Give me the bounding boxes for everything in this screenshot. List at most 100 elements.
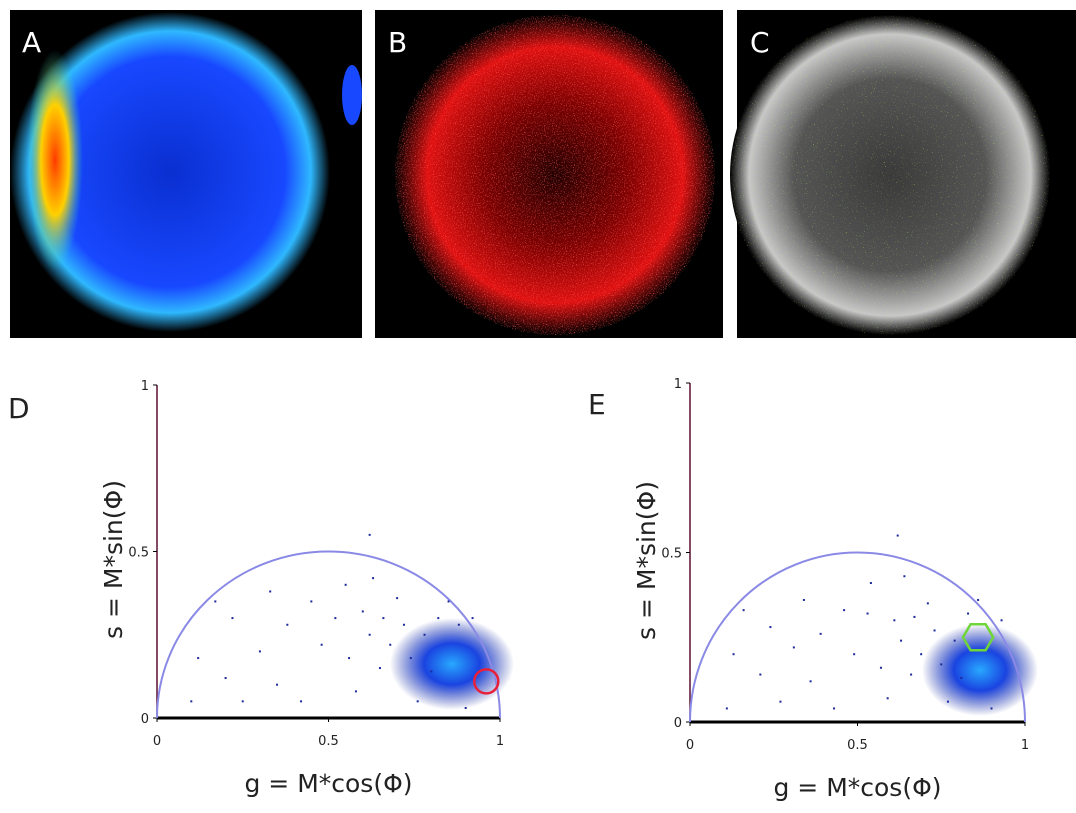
point <box>320 643 323 646</box>
roi <box>473 668 500 695</box>
panel-label: D <box>8 392 30 425</box>
point <box>409 657 412 660</box>
point <box>940 663 943 666</box>
y-tick-label: 0.5 <box>661 547 682 562</box>
point <box>372 577 375 580</box>
point <box>402 623 405 626</box>
point <box>920 653 923 656</box>
point <box>396 597 399 600</box>
point <box>378 667 381 670</box>
point <box>423 633 426 636</box>
point <box>241 700 244 703</box>
point <box>416 700 419 703</box>
x-axis-label: g = M*cos(Φ) <box>244 769 412 798</box>
point <box>933 629 936 632</box>
point <box>437 617 440 620</box>
x-tick-label: 1 <box>496 734 504 749</box>
point <box>886 697 889 700</box>
point <box>853 653 856 656</box>
y-tick-label: 0.5 <box>128 546 149 561</box>
point <box>269 590 272 593</box>
point <box>967 612 970 615</box>
point <box>913 615 916 618</box>
panel-label: A <box>22 26 41 59</box>
point <box>344 583 347 586</box>
point <box>896 534 899 537</box>
point <box>190 700 193 703</box>
point <box>759 673 762 676</box>
x-tick-label: 0 <box>686 738 694 753</box>
density <box>390 618 514 710</box>
hot-region <box>27 50 83 270</box>
point <box>802 598 805 601</box>
point <box>903 575 906 578</box>
noise <box>730 15 1050 335</box>
cell <box>10 12 330 332</box>
point <box>464 707 467 710</box>
point <box>833 707 836 710</box>
point <box>457 623 460 626</box>
point <box>869 582 872 585</box>
point <box>258 650 261 653</box>
x-tick-label: 1 <box>1021 738 1029 753</box>
universal-circle <box>156 550 501 719</box>
point <box>447 600 450 603</box>
cell-edge <box>342 65 362 125</box>
panel-label: E <box>588 388 606 421</box>
point <box>224 677 227 680</box>
x-tick-label: 0.5 <box>318 734 339 749</box>
y-tick-label: 0 <box>674 716 682 731</box>
point <box>382 617 385 620</box>
y-tick-label: 1 <box>674 377 682 392</box>
point <box>893 619 896 622</box>
density <box>922 624 1038 716</box>
point <box>742 609 745 612</box>
x-tick-label: 0 <box>153 734 161 749</box>
point <box>354 690 357 693</box>
point <box>792 646 795 649</box>
point <box>361 610 364 613</box>
point <box>990 707 993 710</box>
point <box>953 639 956 642</box>
point <box>819 632 822 635</box>
point <box>300 700 303 703</box>
point <box>389 643 392 646</box>
point <box>310 600 313 603</box>
point <box>1000 619 1003 622</box>
x-tick-label: 0.5 <box>847 738 868 753</box>
point <box>779 700 782 703</box>
point <box>769 626 772 629</box>
roi <box>961 622 995 652</box>
point <box>977 598 980 601</box>
point <box>368 633 371 636</box>
point <box>430 670 433 673</box>
noise <box>395 15 715 335</box>
point <box>286 623 289 626</box>
point <box>809 680 812 683</box>
point <box>900 639 903 642</box>
point <box>368 533 371 536</box>
panel-label: B <box>388 26 407 59</box>
y-tick-label: 1 <box>141 379 149 394</box>
point <box>276 683 279 686</box>
point <box>725 707 728 710</box>
point <box>910 673 913 676</box>
y-axis-label: s = M*sin(Φ) <box>99 480 128 639</box>
panel-label: C <box>750 26 770 59</box>
point <box>946 700 949 703</box>
y-axis-label: s = M*sin(Φ) <box>632 481 661 640</box>
point <box>214 600 217 603</box>
point <box>866 612 869 615</box>
universal-circle <box>689 551 1026 723</box>
point <box>879 666 882 669</box>
point <box>334 617 337 620</box>
point <box>960 676 963 679</box>
point <box>231 617 234 620</box>
point <box>843 609 846 612</box>
point <box>348 657 351 660</box>
point <box>926 602 929 605</box>
point <box>471 617 474 620</box>
point <box>732 653 735 656</box>
y-tick-label: 0 <box>141 712 149 727</box>
